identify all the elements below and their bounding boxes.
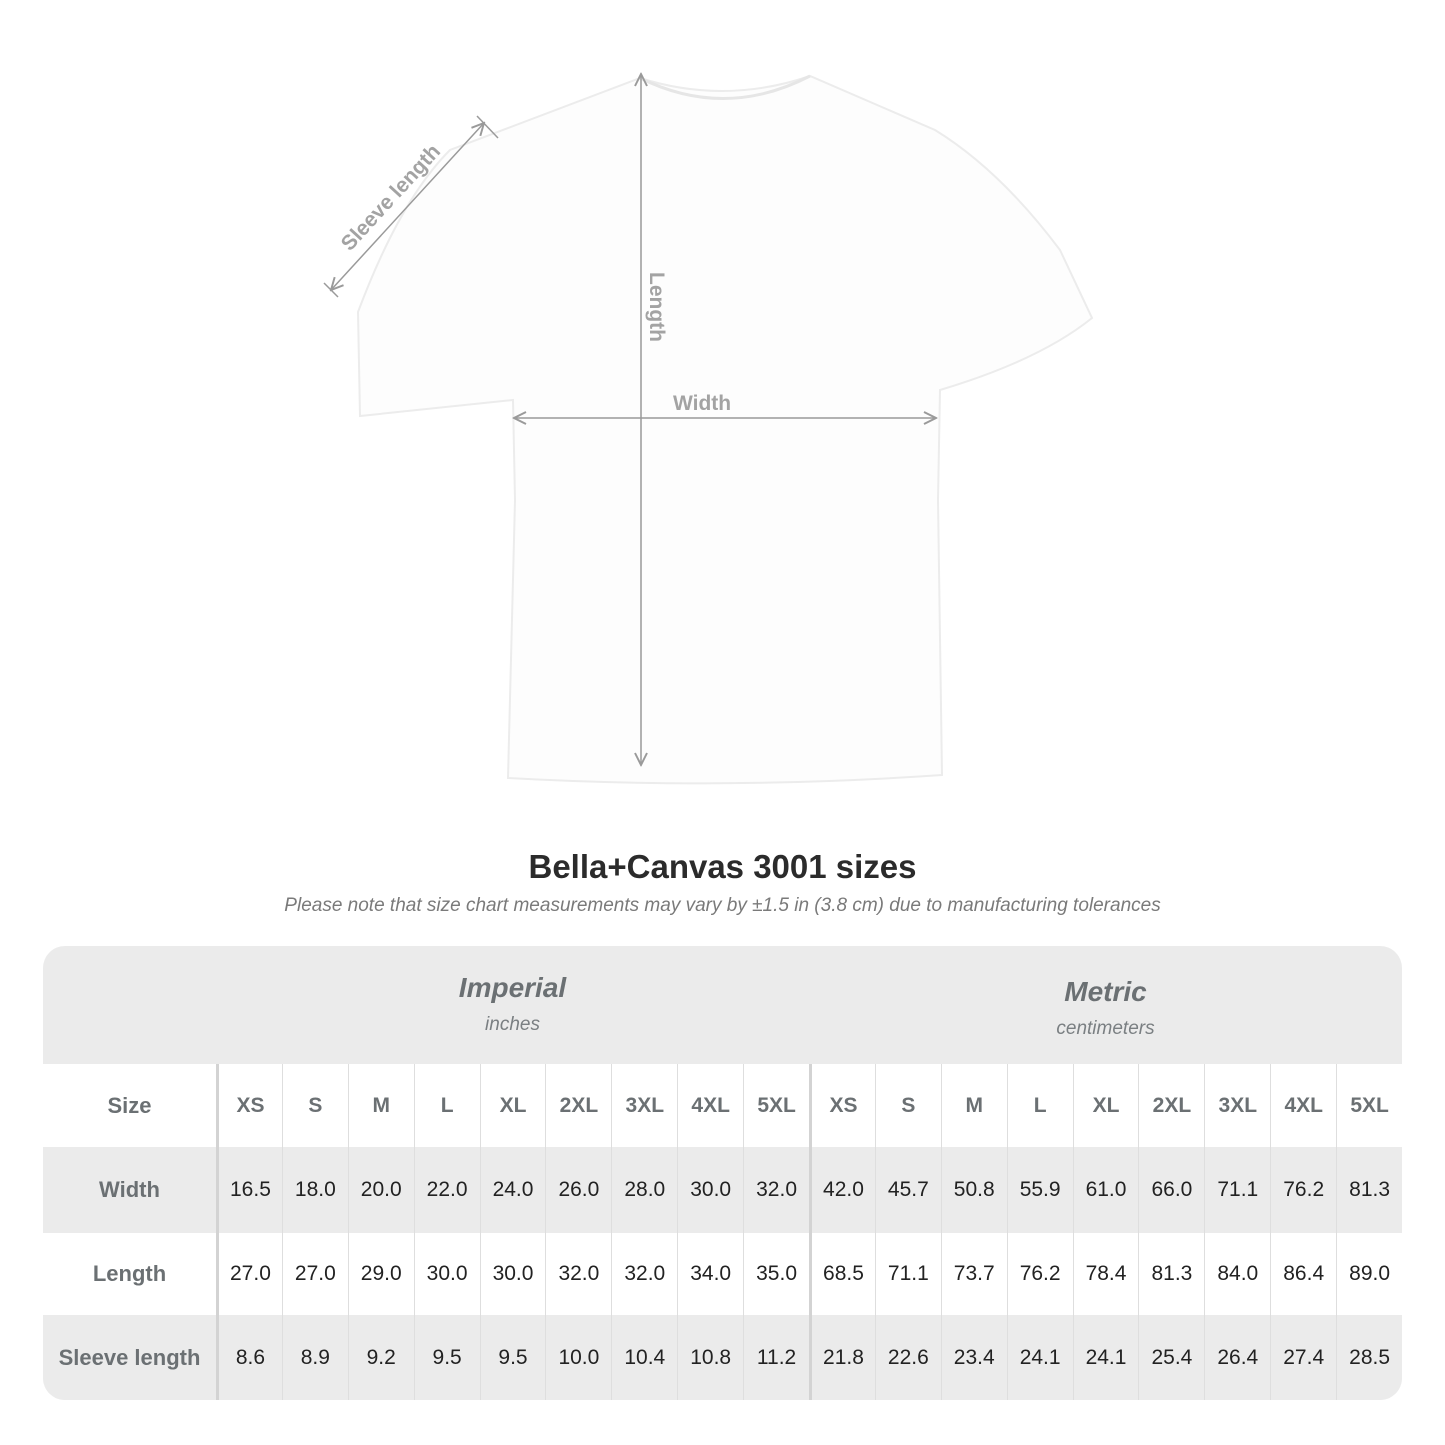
table-cell: 25.4: [1138, 1315, 1204, 1400]
table-cell: 84.0: [1204, 1233, 1270, 1315]
size-column-header: 2XL: [545, 1064, 611, 1147]
table-cell: 32.0: [743, 1147, 809, 1233]
table-cell: 32.0: [545, 1233, 611, 1315]
imperial-unit: inches: [485, 1014, 540, 1035]
table-cell: 55.9: [1006, 1147, 1073, 1233]
page-title: Bella+Canvas 3001 sizes: [528, 848, 917, 885]
row-label: Width: [99, 1177, 160, 1202]
table-cell: 50.8: [940, 1147, 1007, 1233]
metric-header: Metric centimeters: [809, 946, 1402, 1094]
table-cell: 22.0: [413, 1147, 480, 1233]
table-cell: 28.5: [1336, 1315, 1402, 1400]
size-column-header: M: [940, 1064, 1007, 1147]
table-cell: 27.0: [281, 1233, 348, 1315]
table-cell: 9.5: [413, 1315, 480, 1400]
size-column-header: S: [874, 1064, 941, 1147]
table-cell: 20.0: [347, 1147, 414, 1233]
table-cell: 26.0: [545, 1147, 611, 1233]
size-column-header: L: [413, 1064, 480, 1147]
table-cell: 27.4: [1270, 1315, 1336, 1400]
table-cell: 68.5: [809, 1233, 875, 1315]
table-cell: 66.0: [1138, 1147, 1204, 1233]
size-column-header: 3XL: [1204, 1064, 1270, 1147]
table-cell: 10.8: [677, 1315, 743, 1400]
size-column-header: M: [347, 1064, 414, 1147]
table-cell: 71.1: [874, 1233, 941, 1315]
table-cell: 30.0: [479, 1233, 546, 1315]
tolerance-note: Please note that size chart measurements…: [284, 895, 1161, 916]
metric-title: Metric: [1064, 976, 1147, 1007]
size-column-header: 5XL: [1336, 1064, 1402, 1147]
size-column-header: XL: [479, 1064, 546, 1147]
table-cell: 32.0: [611, 1233, 677, 1315]
table-cell: 61.0: [1072, 1147, 1139, 1233]
table-cell: 26.4: [1204, 1315, 1270, 1400]
table-cell: 42.0: [809, 1147, 875, 1233]
size-table: Imperial inches Metric centimeters Size X…: [43, 946, 1402, 1400]
row-label: Sleeve length: [58, 1344, 201, 1370]
table-cell: 23.4: [940, 1315, 1007, 1400]
size-column-header: XS: [809, 1064, 875, 1147]
sleeve-length-arrow: [331, 123, 484, 290]
size-column-header: 4XL: [1270, 1064, 1336, 1147]
size-column-header: L: [1006, 1064, 1073, 1147]
size-column-header: XS: [216, 1064, 282, 1147]
size-column-header: XL: [1072, 1064, 1139, 1147]
table-cell: 24.1: [1072, 1315, 1139, 1400]
table-row: Sleeve length 8.6 8.9 9.2 9.5 9.5 10.0 10.4 10.8…: [43, 1315, 1402, 1400]
table-cell: 16.5: [216, 1147, 282, 1233]
table-cell: 86.4: [1270, 1233, 1336, 1315]
table-cell: 10.0: [545, 1315, 611, 1400]
size-header-row: Size XS S M L XL 2XL 3XL 4XL 5XL XS S M L XL 2XL 3XL 4XL 5…: [43, 1064, 1402, 1147]
size-column-header: 3XL: [611, 1064, 677, 1147]
table-cell: 9.2: [347, 1315, 414, 1400]
tshirt-shape: [356, 74, 1094, 785]
table-cell: 28.0: [611, 1147, 677, 1233]
table-cell: 45.7: [874, 1147, 941, 1233]
metric-unit: centimeters: [1056, 1018, 1155, 1039]
table-cell: 24.0: [479, 1147, 546, 1233]
table-cell: 78.4: [1072, 1233, 1139, 1315]
table-cell: 76.2: [1006, 1233, 1073, 1315]
table-cell: 73.7: [940, 1233, 1007, 1315]
table-cell: 76.2: [1270, 1147, 1336, 1233]
tshirt-diagram: Sleeve length Length Width: [323, 0, 1094, 785]
table-row: Width 16.5 18.0 20.0 22.0 24.0 26.0 28.0 30.0 32.…: [43, 1147, 1402, 1233]
table-cell: 29.0: [347, 1233, 414, 1315]
width-label: Width: [673, 392, 731, 415]
size-column-header: 5XL: [743, 1064, 809, 1147]
table-cell: 10.4: [611, 1315, 677, 1400]
size-column-header: S: [281, 1064, 348, 1147]
table-cell: 71.1: [1204, 1147, 1270, 1233]
table-cell: 24.1: [1006, 1315, 1073, 1400]
table-cell: 8.6: [216, 1315, 282, 1400]
table-cell: 18.0: [281, 1147, 348, 1233]
table-cell: 21.8: [809, 1315, 875, 1400]
row-label: Size: [107, 1092, 152, 1118]
table-cell: 81.3: [1138, 1233, 1204, 1315]
table-cell: 9.5: [479, 1315, 546, 1400]
table-cell: 89.0: [1336, 1233, 1402, 1315]
table-cell: 8.9: [281, 1315, 348, 1400]
table-cell: 30.0: [413, 1233, 480, 1315]
table-cell: 30.0: [677, 1147, 743, 1233]
table-cell: 35.0: [743, 1233, 809, 1315]
table-cell: 27.0: [216, 1233, 282, 1315]
table-cell: 81.3: [1336, 1147, 1402, 1233]
size-column-header: 2XL: [1138, 1064, 1204, 1147]
table-cell: 11.2: [743, 1315, 809, 1400]
row-label: Length: [92, 1261, 167, 1286]
imperial-title: Imperial: [458, 972, 567, 1003]
table-cell: 34.0: [677, 1233, 743, 1315]
imperial-header: Imperial inches: [216, 946, 809, 1090]
table-row: Length 27.0 27.0 29.0 30.0 30.0 32.0 32.0 34.0 35…: [43, 1233, 1402, 1315]
table-cell: 22.6: [874, 1315, 941, 1400]
length-label: Length: [645, 272, 668, 342]
size-column-header: 4XL: [677, 1064, 743, 1147]
